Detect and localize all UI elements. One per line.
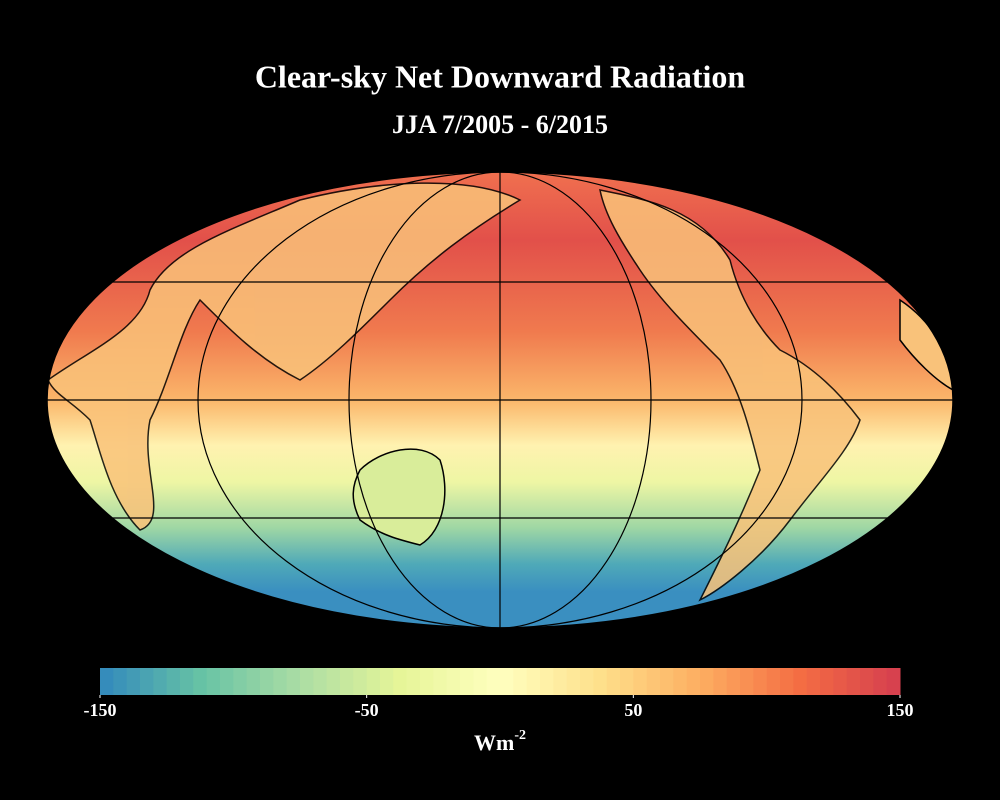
coastlines xyxy=(47,182,953,602)
colorbar-segment xyxy=(420,668,434,695)
colorbar-segment xyxy=(340,668,354,695)
colorbar-segment xyxy=(100,668,114,695)
colorbar-segment xyxy=(460,668,474,695)
colorbar-segment xyxy=(766,668,781,695)
colorbar-segment xyxy=(380,668,394,695)
colorbar-segment xyxy=(806,668,821,695)
colorbar-segment xyxy=(246,668,261,695)
colorbar-segment xyxy=(713,668,728,695)
colorbar-segment xyxy=(473,668,488,695)
colorbar-segment xyxy=(793,668,808,695)
colorbar-segment xyxy=(353,668,368,695)
colorbar-segment xyxy=(606,668,621,695)
colorbar-segment xyxy=(433,668,448,695)
colorbar-segment xyxy=(860,668,874,695)
colorbar-segment xyxy=(686,668,701,695)
colorbar-tick-label: -50 xyxy=(355,700,379,720)
colorbar-segment xyxy=(593,668,608,695)
colorbar-segment xyxy=(726,668,741,695)
colorbar-segment xyxy=(540,668,554,695)
colorbar-segment xyxy=(260,668,274,695)
colorbar-segment xyxy=(620,668,634,695)
colorbar-segment xyxy=(553,668,568,695)
colorbar: -150 -50 50 150 xyxy=(84,668,914,720)
colorbar-segment xyxy=(273,668,288,695)
colorbar-segment xyxy=(633,668,648,695)
colorbar-segment xyxy=(673,668,688,695)
colorbar-segment xyxy=(300,668,314,695)
colorbar-segment xyxy=(580,668,594,695)
colorbar-segment xyxy=(660,668,674,695)
colorbar-segment xyxy=(753,668,768,695)
colorbar-segment xyxy=(780,668,794,695)
colorbar-segment xyxy=(153,668,168,695)
colorbar-segment xyxy=(220,668,234,695)
colorbar-tick-label: 150 xyxy=(887,700,914,720)
colorbar-segment xyxy=(140,668,154,695)
colorbar-segment xyxy=(486,668,501,695)
colorbar-unit: Wm-2 xyxy=(474,728,526,755)
title: Clear-sky Net Downward Radiation xyxy=(255,58,746,94)
colorbar-segment xyxy=(846,668,861,695)
colorbar-segment xyxy=(113,668,128,695)
colorbar-segment xyxy=(126,668,141,695)
colorbar-segment xyxy=(526,668,541,695)
colorbar-segment xyxy=(833,668,848,695)
colorbar-segment xyxy=(886,668,901,695)
unit-exponent: -2 xyxy=(514,728,526,743)
colorbar-segment xyxy=(180,668,194,695)
colorbar-segment xyxy=(393,668,408,695)
colorbar-segment xyxy=(873,668,888,695)
colorbar-tick-label: 50 xyxy=(624,700,642,720)
globe-outline xyxy=(46,171,954,629)
colorbar-segment xyxy=(326,668,341,695)
colorbar-segment xyxy=(700,668,714,695)
colorbar-segment xyxy=(313,668,328,695)
graticule xyxy=(47,172,953,628)
colorbar-segment xyxy=(446,668,461,695)
colorbar-segment xyxy=(166,668,181,695)
colorbar-segment xyxy=(206,668,221,695)
colorbar-segment xyxy=(646,668,661,695)
subtitle: JJA 7/2005 - 6/2015 xyxy=(392,110,608,139)
colorbar-segment xyxy=(820,668,834,695)
colorbar-segment xyxy=(366,668,381,695)
colorbar-segment xyxy=(233,668,248,695)
colorbar-segment xyxy=(566,668,581,695)
colorbar-segment xyxy=(500,668,514,695)
colorbar-segment xyxy=(406,668,421,695)
map xyxy=(47,172,953,628)
colorbar-segment xyxy=(286,668,301,695)
colorbar-tick-label: -150 xyxy=(84,700,117,720)
colorbar-segment xyxy=(513,668,528,695)
colorbar-segment xyxy=(740,668,754,695)
colorbar-segment xyxy=(193,668,208,695)
unit-base: Wm xyxy=(474,730,514,755)
